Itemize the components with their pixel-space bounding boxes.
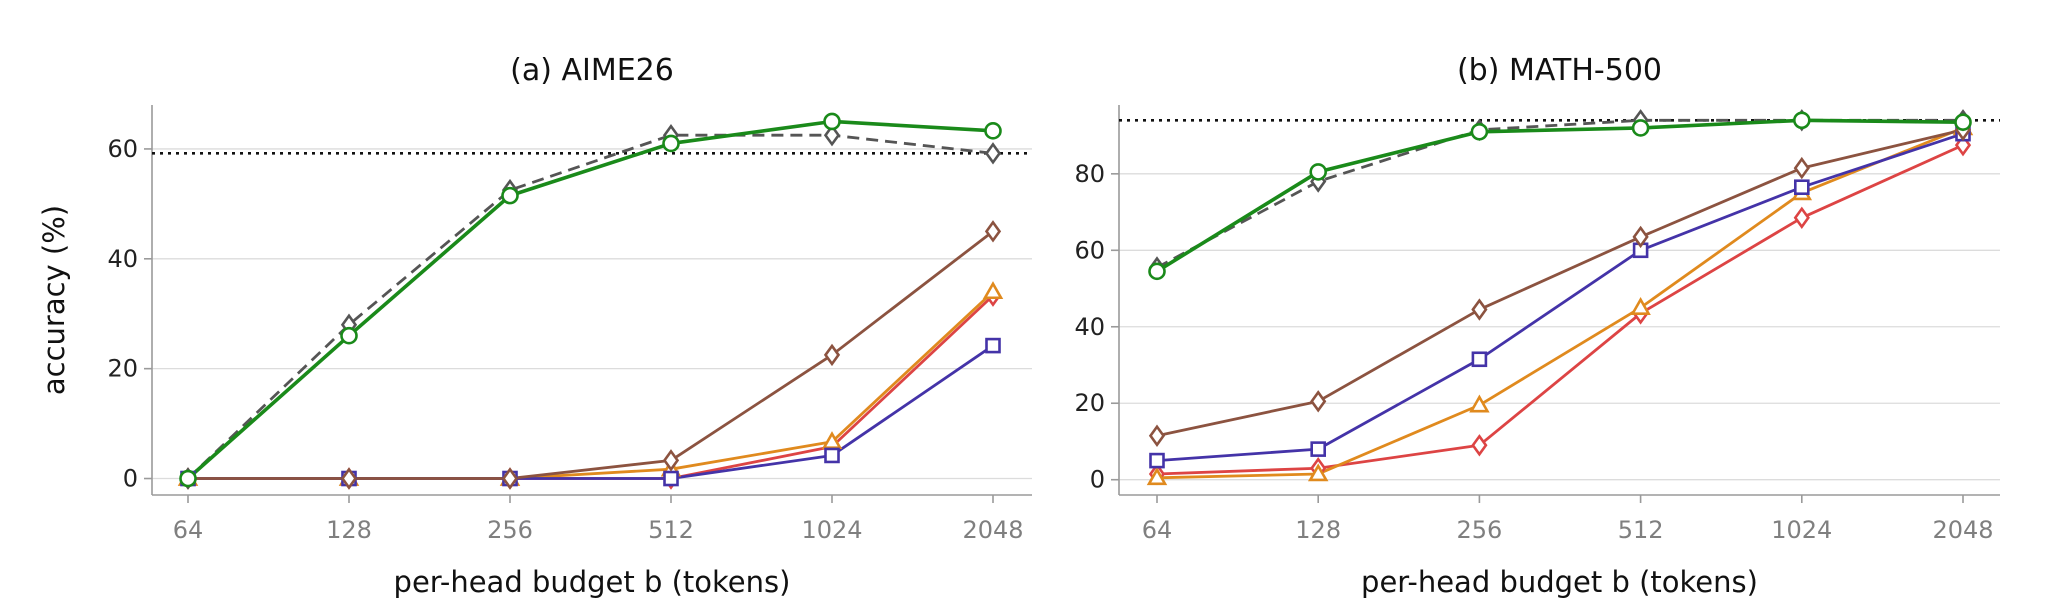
chart-panel-aime26: 0 20 40 60 64 128 256 512 1024 2048 (a) AIME26 per-… bbox=[37, 53, 1032, 599]
series-line-1 bbox=[1156, 118, 1963, 269]
data-point-series-0 bbox=[1148, 262, 1166, 281]
data-point-series-5 bbox=[1471, 434, 1488, 457]
chart-panel-math500: 0 20 40 60 80 64 128 256 512 1024 2048 (b) MATH-500… bbox=[1074, 53, 2000, 599]
x-tick-label: 2048 bbox=[1932, 516, 1993, 544]
data-point-series-3 bbox=[1471, 351, 1488, 368]
x-tick-label: 64 bbox=[1142, 516, 1173, 544]
data-point-series-5 bbox=[1793, 206, 1810, 230]
series-line-0 bbox=[186, 119, 994, 480]
y-tick-label: 60 bbox=[107, 135, 138, 163]
data-point-series-0 bbox=[1470, 122, 1489, 141]
x-tick-label: 512 bbox=[648, 516, 694, 544]
x-tick-label: 2048 bbox=[962, 516, 1023, 544]
y-tick-label: 40 bbox=[1074, 313, 1105, 341]
data-point-series-2 bbox=[1148, 424, 1166, 447]
x-tick-label: 512 bbox=[1618, 516, 1664, 544]
data-point-series-0 bbox=[1309, 163, 1327, 181]
data-point-series-0 bbox=[984, 122, 1002, 140]
data-point-series-3 bbox=[1794, 179, 1810, 196]
y-tick-label: 0 bbox=[123, 465, 138, 493]
series-line-3 bbox=[188, 344, 994, 480]
data-point-series-4 bbox=[1630, 297, 1651, 315]
chart-title: (b) MATH-500 bbox=[1457, 53, 1662, 88]
data-point-series-0 bbox=[1793, 111, 1811, 130]
data-point-series-3 bbox=[824, 447, 840, 464]
x-tick-label: 64 bbox=[173, 516, 204, 544]
series-line-4 bbox=[188, 290, 994, 480]
data-point-series-2 bbox=[662, 449, 680, 472]
data-point-series-2 bbox=[823, 343, 841, 367]
x-tick-label: 128 bbox=[326, 516, 372, 544]
data-point-series-1 bbox=[984, 142, 1002, 165]
data-point-series-2 bbox=[1471, 298, 1488, 321]
data-point-series-0 bbox=[823, 112, 841, 131]
series-line-2 bbox=[188, 230, 994, 480]
data-point-series-0 bbox=[179, 469, 197, 488]
data-point-series-2 bbox=[1632, 225, 1649, 249]
y-tick-label: 20 bbox=[1074, 389, 1105, 417]
data-point-series-3 bbox=[1149, 452, 1165, 469]
data-point-series-3 bbox=[1310, 441, 1326, 457]
x-tick-label: 1024 bbox=[801, 516, 862, 544]
y-tick-label: 0 bbox=[1090, 466, 1105, 494]
data-point-series-1 bbox=[823, 123, 841, 147]
series-line-0 bbox=[1156, 118, 1964, 273]
data-point-series-4 bbox=[1469, 394, 1490, 413]
series-line-3 bbox=[1156, 132, 1964, 462]
data-point-series-0 bbox=[340, 326, 358, 345]
data-point-series-2 bbox=[1793, 156, 1810, 180]
y-tick-label: 20 bbox=[107, 355, 138, 383]
data-point-series-2 bbox=[984, 220, 1002, 243]
y-tick-label: 80 bbox=[1074, 160, 1105, 188]
data-point-series-0 bbox=[501, 186, 519, 205]
data-point-series-2 bbox=[501, 467, 519, 490]
data-point-series-2 bbox=[1310, 390, 1327, 413]
series-line-5 bbox=[1156, 143, 1964, 476]
x-tick-label: 256 bbox=[1456, 516, 1502, 544]
x-tick-label: 256 bbox=[487, 516, 533, 544]
data-point-series-2 bbox=[340, 467, 358, 490]
y-tick-label: 60 bbox=[1074, 236, 1105, 264]
data-point-series-0 bbox=[1631, 119, 1650, 137]
y-axis-label: accuracy (%) bbox=[37, 205, 71, 395]
data-point-series-0 bbox=[662, 134, 680, 153]
chart-title: (a) AIME26 bbox=[510, 53, 674, 88]
data-point-series-4 bbox=[1146, 467, 1168, 486]
x-axis-label: per-head budget b (tokens) bbox=[1361, 565, 1758, 599]
y-tick-label: 40 bbox=[107, 245, 138, 273]
series-line-2 bbox=[1156, 128, 1964, 438]
data-point-series-4 bbox=[982, 281, 1004, 300]
series-line-1 bbox=[187, 133, 994, 480]
data-point-series-0 bbox=[1954, 113, 1972, 132]
x-tick-label: 128 bbox=[1295, 516, 1341, 544]
x-axis-label: per-head budget b (tokens) bbox=[394, 565, 791, 599]
data-point-series-3 bbox=[663, 470, 679, 487]
data-point-series-3 bbox=[985, 337, 1001, 354]
x-tick-label: 1024 bbox=[1771, 516, 1832, 544]
series-line-4 bbox=[1156, 126, 1964, 480]
data-point-series-4 bbox=[1307, 463, 1329, 482]
